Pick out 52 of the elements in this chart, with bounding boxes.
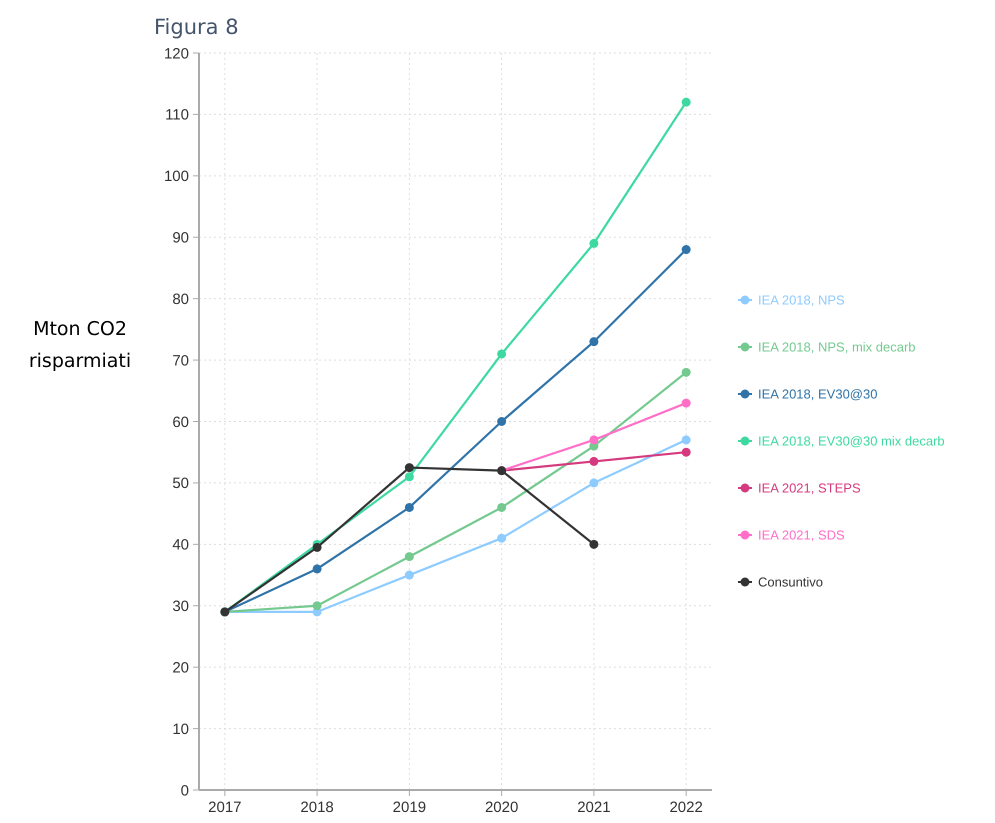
point — [682, 245, 691, 254]
y-tick-label: 70 — [172, 352, 189, 370]
point — [682, 398, 691, 408]
y-tick-label: 30 — [172, 598, 189, 615]
y-tick-label: 0 — [180, 782, 189, 800]
legend-label: Consuntivo — [758, 574, 824, 590]
point — [312, 564, 322, 574]
legend-label: IEA 2021, STEPS — [758, 480, 861, 496]
y-tick-label: 100 — [164, 168, 189, 186]
y-tick-label: 50 — [172, 475, 189, 492]
x-tick-label: 2022 — [669, 799, 703, 816]
legend-label: IEA 2018, NPS — [758, 292, 846, 308]
point — [589, 337, 598, 346]
y-tick-label: 80 — [172, 290, 189, 308]
y-tick-label: 110 — [165, 106, 189, 124]
point — [589, 435, 598, 444]
y-tick-label: 20 — [172, 659, 189, 676]
x-tick-label: 2019 — [392, 799, 426, 816]
legend-label: IEA 2018, NPS, mix decarb — [758, 340, 916, 355]
legend-label: IEA 2018, EV30@30 — [758, 386, 878, 402]
point — [589, 540, 598, 549]
point — [497, 502, 506, 512]
y-axis-title: Mton CO2 risparmiati — [28, 318, 132, 372]
y-tick-label: 40 — [172, 536, 189, 554]
point — [312, 601, 322, 610]
point — [497, 349, 506, 358]
x-tick-label: 2018 — [300, 799, 334, 816]
point — [682, 98, 691, 107]
point — [404, 463, 414, 472]
point — [589, 238, 598, 248]
x-tick-label: 2020 — [484, 799, 518, 816]
point — [682, 435, 691, 444]
chart-title: Figura 8 — [154, 15, 239, 39]
y-tick-label: 90 — [172, 230, 189, 246]
legend-label: IEA 2018, EV30@30 mix decarb — [758, 434, 945, 449]
point — [682, 368, 691, 377]
legend-label: IEA 2021, SDS — [758, 528, 846, 543]
y-tick-label: 120 — [164, 45, 189, 62]
y-tick-label: 10 — [172, 720, 189, 738]
point — [404, 552, 414, 562]
point — [589, 456, 598, 466]
point — [312, 542, 322, 552]
point — [497, 417, 506, 426]
x-tick-label: 2021 — [577, 799, 611, 816]
point — [404, 570, 414, 580]
point — [404, 502, 414, 512]
point — [589, 478, 598, 488]
point — [682, 448, 691, 457]
point — [497, 534, 506, 543]
x-tick-label: 2017 — [208, 799, 242, 816]
point — [404, 472, 414, 482]
y-tick-label: 60 — [172, 414, 189, 431]
